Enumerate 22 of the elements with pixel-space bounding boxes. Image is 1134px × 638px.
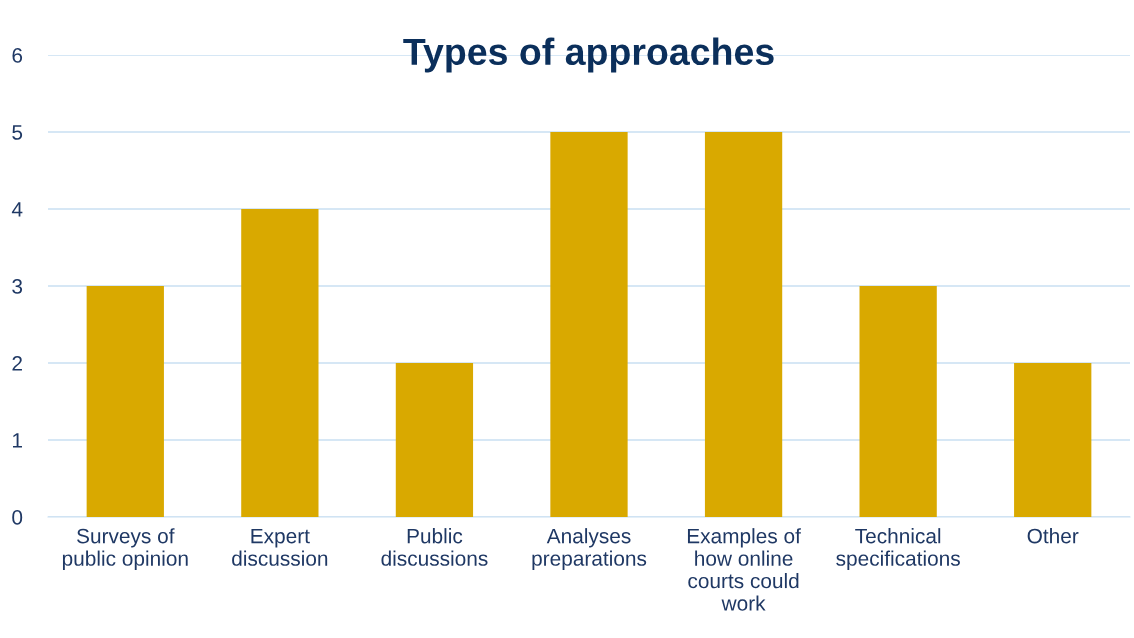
x-tick-label: Other [1027, 528, 1079, 544]
y-tick-label: 4 [11, 202, 23, 217]
x-tick-label: Examples of how online courts could work [687, 528, 801, 611]
x-tick-label: Expert discussion [232, 528, 328, 566]
bar [859, 286, 937, 517]
y-tick-label: 2 [12, 356, 22, 371]
bar [86, 286, 164, 517]
bar [241, 209, 319, 517]
x-tick-label: Analyses preparations [532, 528, 647, 570]
x-tick-label: Technical specifications [836, 528, 960, 570]
bar [704, 132, 783, 517]
y-tick-label: 5 [12, 125, 23, 140]
x-tick-label: Surveys of public opinion [62, 528, 188, 570]
bar [550, 132, 628, 517]
y-tick-label: 1 [13, 433, 22, 448]
y-tick-label: 0 [12, 510, 23, 525]
x-tick-label: Public discussions [381, 528, 488, 566]
bar [1014, 363, 1092, 517]
bar [395, 363, 474, 517]
y-tick-label: 3 [12, 279, 23, 294]
chart-title: Types of approaches [403, 37, 774, 73]
y-tick-label: 6 [12, 48, 23, 63]
